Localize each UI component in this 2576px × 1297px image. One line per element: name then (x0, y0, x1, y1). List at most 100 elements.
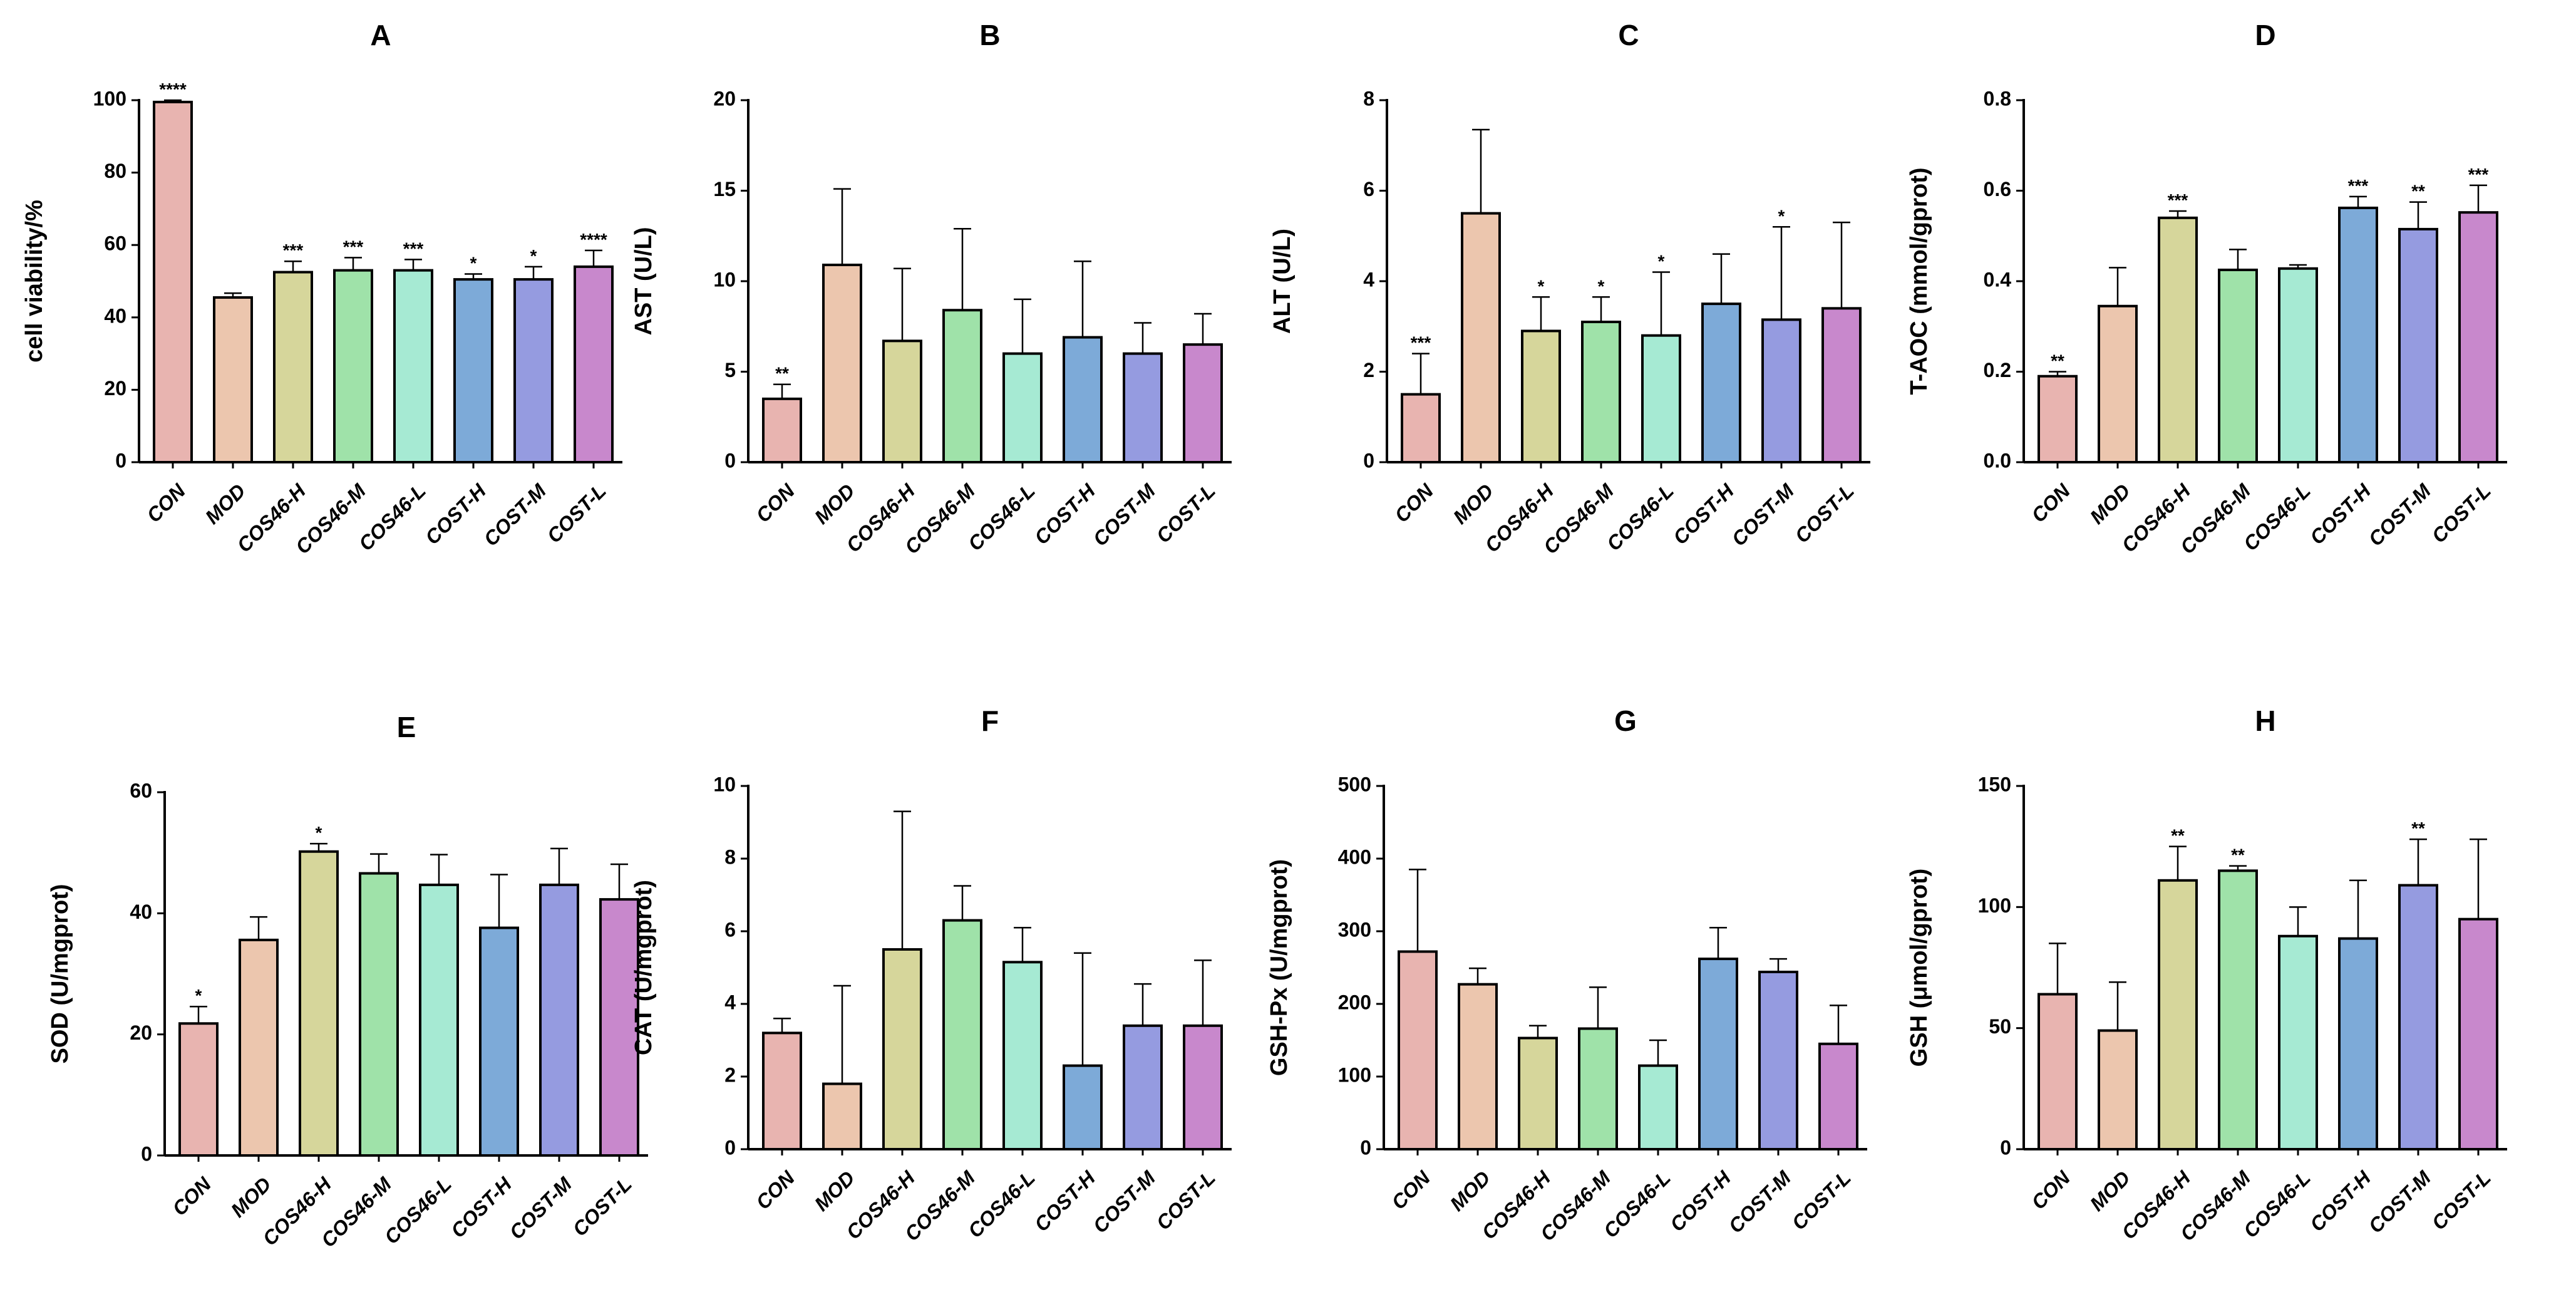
x-tick-label: COST-L (2428, 479, 2495, 547)
y-tick-label: 6 (1363, 178, 1374, 200)
y-tick-label: 300 (1338, 918, 1371, 941)
y-tick-label: 0 (2000, 1136, 2011, 1159)
bar-cos46-m (1578, 1027, 1618, 1150)
bar-con (178, 1022, 219, 1157)
x-tick-label: CON (751, 479, 799, 527)
bar-cost-l (1821, 307, 1862, 463)
bar-cost-m (2398, 227, 2438, 463)
bar-cost-h (1063, 336, 1103, 464)
bar-mod (213, 296, 253, 463)
bar-con (762, 397, 802, 463)
bar-cos46-m (1581, 321, 1621, 464)
y-tick-label: 4 (1363, 268, 1374, 291)
significance-label: ** (2411, 182, 2425, 201)
x-tick-label: COST-L (569, 1172, 636, 1240)
x-tick-label: MOD (810, 1166, 859, 1215)
bar-cost-l (1183, 343, 1223, 464)
bar-cos46-h (2158, 216, 2198, 463)
bar-cos46-l (393, 269, 433, 463)
significance-label: * (195, 986, 202, 1005)
bar-cost-l (2458, 917, 2498, 1150)
x-tick-label: COST-M (1724, 1166, 1795, 1238)
y-tick-label: 0 (724, 449, 736, 472)
x-tick-label: COST-H (2306, 1166, 2376, 1236)
x-tick-label: CON (2027, 479, 2074, 527)
x-tick-label: COST-H (2306, 479, 2376, 549)
x-tick-label: COST-H (446, 1172, 517, 1243)
bar-cost-m (539, 883, 579, 1157)
y-axis-label: ALT (U/L) (1269, 229, 1296, 334)
significance-label: *** (403, 239, 424, 258)
bar-cost-m (1758, 970, 1798, 1150)
bar-cos46-m (2218, 869, 2258, 1151)
bar-cos46-l (1002, 961, 1043, 1151)
x-tick-label: COST-M (2364, 1166, 2435, 1238)
x-tick-label: CON (168, 1172, 215, 1220)
y-tick-label: 20 (130, 1021, 152, 1044)
significance-label: *** (2468, 165, 2489, 184)
panel-letter-b: B (979, 19, 1000, 51)
x-tick-label: COST-M (1727, 479, 1798, 550)
significance-label: ** (2171, 826, 2185, 845)
y-tick-label: 80 (104, 160, 126, 182)
bar-cos46-l (2278, 267, 2318, 463)
y-tick-label: 100 (93, 87, 126, 110)
bar-cos46-m (942, 309, 982, 463)
x-tick-label: COST-L (1791, 479, 1858, 547)
significance-label: **** (159, 80, 187, 99)
panel-letter-f: F (981, 705, 999, 737)
bar-cos46-l (1638, 1064, 1678, 1150)
bar-cos46-l (2278, 934, 2318, 1150)
x-tick-label: COS46-L (964, 1166, 1039, 1242)
panel-letter-h: H (2255, 705, 2275, 737)
bar-cos46-h (273, 271, 313, 463)
y-axis-label: AST (U/L) (631, 227, 657, 335)
bar-cos46-l (1641, 334, 1681, 464)
bar-cost-l (1818, 1042, 1858, 1151)
x-tick-label: MOD (810, 479, 859, 528)
y-tick-label: 6 (724, 918, 736, 941)
bar-mod (1458, 983, 1498, 1151)
y-tick-label: 60 (130, 779, 152, 802)
y-axis-label: SOD (U/mgprot) (47, 884, 73, 1063)
y-tick-label: 0.4 (1984, 268, 2012, 291)
x-tick-label: MOD (1446, 1166, 1495, 1215)
bar-cos46-h (299, 850, 339, 1157)
y-tick-label: 100 (1978, 894, 2011, 917)
bar-cost-m (1123, 1024, 1163, 1151)
significance-label: *** (2168, 190, 2188, 210)
x-tick-label: COS46-L (1599, 1166, 1675, 1242)
significance-label: *** (1411, 333, 1431, 353)
x-tick-label: COST-L (1152, 479, 1220, 547)
y-tick-label: 0 (141, 1142, 152, 1165)
significance-label: *** (343, 237, 364, 256)
y-tick-label: 20 (104, 377, 126, 400)
bar-cos46-h (1521, 329, 1561, 463)
panel-d: DT-AOC (mmol/gprot) **CON MOD***COS46-HCOS… (1906, 19, 2507, 559)
y-tick-label: 15 (713, 178, 736, 200)
significance-label: ** (2231, 845, 2245, 865)
x-tick-label: COS46-L (1602, 479, 1678, 555)
significance-label: * (1778, 206, 1785, 225)
x-tick-label: COST-H (1666, 1166, 1736, 1236)
y-tick-label: 0.6 (1984, 178, 2011, 200)
significance-label: * (1598, 276, 1605, 296)
bar-con (1398, 950, 1438, 1150)
x-tick-label: COST-H (1030, 479, 1100, 549)
bar-mod (822, 263, 862, 463)
y-tick-label: 5 (724, 359, 736, 381)
y-tick-label: 10 (713, 773, 736, 795)
x-tick-label: COST-H (421, 479, 491, 549)
y-tick-label: 150 (1978, 773, 2011, 795)
x-tick-label: COST-M (479, 479, 550, 550)
x-tick-label: COS46-L (380, 1172, 456, 1248)
significance-label: * (316, 823, 322, 842)
bar-cos46-h (882, 339, 922, 463)
bar-cost-h (453, 278, 493, 463)
